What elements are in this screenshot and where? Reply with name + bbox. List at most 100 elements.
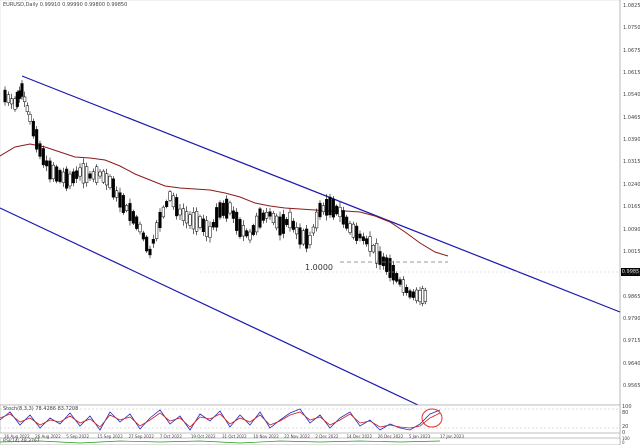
candle-body [115, 190, 119, 198]
candle-body [58, 170, 62, 182]
candle-body [31, 121, 35, 137]
candle-body [301, 230, 305, 245]
candle-body [6, 94, 10, 103]
candle-body [178, 208, 182, 216]
candle-body [265, 212, 269, 219]
candle-body [148, 248, 152, 256]
candle-body [328, 196, 332, 216]
candle-body [401, 279, 405, 293]
candle-body [238, 219, 242, 237]
candle-body [245, 230, 249, 237]
candle-body [351, 223, 355, 238]
candle-body [98, 171, 102, 177]
stochastic-panel [0, 404, 621, 434]
date-tick-label: 5 Jan 2023 [408, 434, 431, 439]
candle-body [95, 166, 99, 183]
candle-body [165, 201, 169, 207]
price-tick-label: 1.0750 [623, 25, 640, 32]
candle-body [181, 208, 185, 221]
candle-body [405, 287, 409, 293]
candle-body [235, 211, 239, 231]
price-tick-label: 0.9865 [623, 293, 640, 300]
candle-body [161, 206, 165, 218]
candle-body [423, 290, 427, 302]
candle-body [131, 211, 135, 224]
candle-body [261, 212, 265, 221]
candle-body [315, 211, 319, 229]
candle-body [258, 208, 262, 228]
candle-body [25, 105, 29, 112]
date-tick-label: 14 Dec 2022 [346, 434, 373, 439]
candle-body [111, 178, 115, 198]
candle-body [125, 205, 129, 211]
candle-body [91, 171, 95, 180]
candle-body [248, 231, 252, 241]
candle-body [208, 226, 212, 238]
candle-body [275, 215, 279, 229]
candle-body [141, 232, 145, 240]
candle-body [35, 129, 39, 150]
candle-body [3, 89, 7, 103]
candle-body [355, 225, 359, 241]
candle-body [198, 216, 202, 228]
candle-body [41, 148, 45, 166]
candle-body [391, 264, 395, 281]
candle-body [241, 225, 245, 237]
candle-body [81, 163, 85, 184]
candle-body [28, 114, 32, 122]
current-price-tag: 0.9985 [621, 268, 640, 276]
candle-body [251, 225, 255, 235]
stoch-tick-0: 0 [622, 430, 626, 436]
candle-body [128, 203, 132, 221]
candle-body [218, 202, 222, 218]
moving-average-line [0, 143, 449, 257]
stoch-signal-line [0, 411, 441, 429]
candle-body [55, 166, 59, 182]
candle-body [23, 96, 27, 102]
candle-body [75, 170, 79, 179]
candle-body [221, 202, 225, 216]
candle-body [188, 214, 192, 226]
date-tick-label: 22 Nov 2022 [284, 434, 310, 439]
candle-body [378, 251, 382, 265]
candle-body [108, 175, 112, 189]
candle-body [341, 210, 345, 225]
candle-body [298, 227, 302, 245]
candle-body [88, 173, 92, 179]
parity-label: 1.0000 [305, 263, 333, 272]
candle-body [285, 219, 289, 225]
candle-body [231, 210, 235, 219]
candle-body [51, 164, 55, 180]
date-tick-label: 15 Sep 2022 [97, 434, 123, 439]
candle-body [48, 160, 52, 180]
price-tick-label: 1.0825 [623, 3, 640, 9]
candle-body [318, 202, 322, 218]
candle-body [191, 212, 195, 230]
candle-body [388, 258, 392, 278]
candle-body [211, 222, 215, 228]
price-tick-label: 0.9640 [623, 360, 640, 367]
candle-body [398, 279, 402, 285]
lower-channel-line [0, 207, 419, 406]
candle-body [151, 239, 155, 244]
date-tick-label: 19 Oct 2022 [190, 434, 216, 439]
candle-body [101, 170, 105, 183]
price-tick-label: 1.0540 [623, 92, 640, 99]
candle-body [135, 216, 139, 229]
candle-body [348, 223, 352, 233]
candle-body [118, 192, 122, 208]
candle-body [215, 207, 219, 228]
candle-body [155, 222, 159, 239]
date-tick-label: 7 Oct 2022 [159, 434, 182, 439]
candle-body [85, 166, 89, 183]
candle-body [281, 214, 285, 234]
candle-body [65, 168, 69, 189]
stoch-tick-20: 20 [622, 424, 629, 430]
price-tick-label: 1.0165 [623, 204, 640, 211]
candle-body [175, 197, 179, 217]
price-tick-label: 1.0240 [623, 181, 640, 188]
candle-body [138, 223, 142, 233]
candle-body [15, 91, 19, 107]
price-tick-label: 1.0315 [623, 159, 640, 166]
